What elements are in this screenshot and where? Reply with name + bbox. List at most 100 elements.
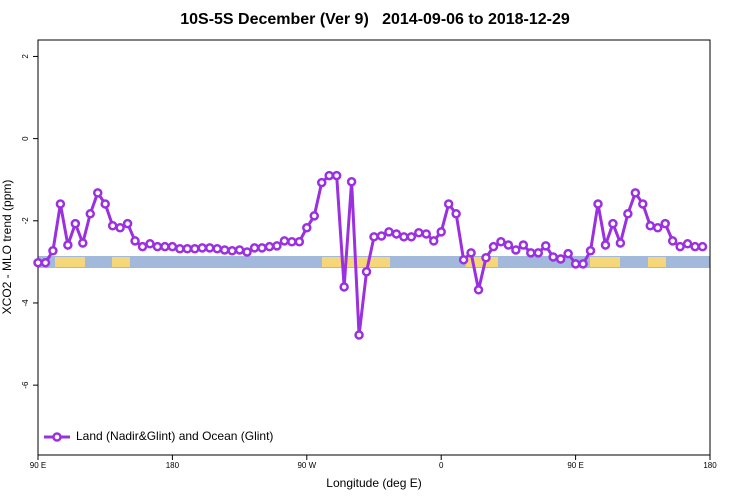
- data-point: [122, 218, 133, 229]
- data-point: [316, 177, 327, 188]
- data-point: [518, 240, 529, 250]
- y-tick-label: -6: [21, 381, 30, 389]
- data-point: [451, 209, 461, 219]
- data-point: [309, 211, 320, 221]
- data-point: [608, 218, 618, 229]
- data-point: [466, 248, 476, 258]
- data-point: [212, 243, 222, 254]
- data-point: [100, 199, 110, 209]
- land-patch: [342, 257, 390, 267]
- land-patch: [590, 257, 620, 267]
- data-point: [638, 199, 648, 209]
- data-point: [175, 243, 185, 254]
- data-point: [272, 241, 282, 251]
- y-axis-label: XCO2 - MLO trend (ppm): [0, 180, 14, 315]
- chart-title: 10S-5S December (Ver 9) 2014-09-06 to 20…: [180, 11, 570, 28]
- data-point: [697, 241, 708, 252]
- data-point: [152, 241, 163, 252]
- x-tick-label: 0: [439, 461, 444, 470]
- data-point: [249, 243, 260, 253]
- data-point: [488, 241, 499, 252]
- data-point: [533, 248, 544, 258]
- data-point: [167, 241, 178, 252]
- data-point: [645, 220, 656, 231]
- data-point: [234, 245, 245, 255]
- data-point: [354, 330, 364, 340]
- data-point: [384, 227, 394, 237]
- data-line: [38, 174, 703, 336]
- data-point: [406, 232, 417, 242]
- data-point: [421, 229, 432, 239]
- data-point: [600, 240, 611, 250]
- data-point: [33, 257, 43, 268]
- data-point: [55, 199, 66, 209]
- data-point: [593, 199, 603, 209]
- data-point: [682, 239, 693, 249]
- x-tick-label: 90 W: [297, 461, 316, 470]
- data-point: [48, 246, 58, 256]
- data-point: [197, 243, 208, 253]
- data-point: [257, 243, 267, 253]
- x-axis-label: Longitude (deg E): [326, 476, 421, 490]
- data-point: [324, 170, 334, 181]
- data-point: [690, 241, 700, 252]
- data-point: [219, 245, 230, 255]
- data-point: [376, 231, 387, 241]
- x-tick-label: 180: [703, 461, 717, 470]
- data-point: [302, 223, 312, 233]
- data-point: [511, 245, 521, 255]
- data-point: [667, 236, 678, 246]
- data-point: [585, 246, 596, 256]
- land-patch: [322, 257, 344, 267]
- data-point: [331, 170, 342, 181]
- data-point: [287, 236, 297, 247]
- data-point: [190, 243, 200, 254]
- y-tick-label: 2: [21, 54, 30, 59]
- data-point: [675, 241, 685, 252]
- y-tick-label: 0: [21, 136, 30, 141]
- data-point: [264, 241, 275, 252]
- data-point: [339, 282, 349, 292]
- x-tick-label: 180: [166, 461, 180, 470]
- data-point: [503, 240, 514, 250]
- data-point: [160, 241, 170, 252]
- data-point: [458, 255, 469, 265]
- data-point: [137, 241, 148, 252]
- data-point: [548, 252, 558, 262]
- data-point: [204, 243, 215, 253]
- data-point: [107, 220, 118, 231]
- data-point: [526, 248, 536, 258]
- data-point: [115, 223, 125, 233]
- data-point: [630, 188, 641, 198]
- data-point: [182, 243, 193, 254]
- data-point: [399, 232, 409, 242]
- data-point: [40, 257, 51, 268]
- data-point: [652, 223, 663, 233]
- land-patch: [112, 257, 130, 267]
- data-point: [361, 266, 372, 277]
- data-point: [443, 199, 454, 209]
- data-point: [555, 254, 566, 264]
- land-patch: [648, 257, 666, 267]
- data-point: [414, 227, 424, 238]
- data-point: [578, 259, 588, 269]
- data-point: [615, 238, 626, 248]
- data-point: [70, 218, 81, 229]
- data-point: [473, 285, 484, 295]
- data-point: [279, 236, 290, 246]
- data-point: [78, 238, 88, 248]
- data-point: [563, 248, 573, 259]
- data-point: [85, 209, 96, 219]
- data-point: [294, 236, 305, 247]
- data-point: [660, 218, 670, 229]
- data-point: [227, 246, 237, 256]
- data-point: [242, 247, 252, 257]
- x-tick-label: 90 E: [567, 461, 583, 470]
- data-point: [346, 177, 357, 187]
- data-point: [428, 236, 439, 246]
- data-point: [130, 236, 140, 246]
- data-point: [63, 240, 73, 250]
- legend-marker: [52, 432, 62, 442]
- y-tick-label: -4: [21, 299, 30, 307]
- data-point: [369, 232, 379, 242]
